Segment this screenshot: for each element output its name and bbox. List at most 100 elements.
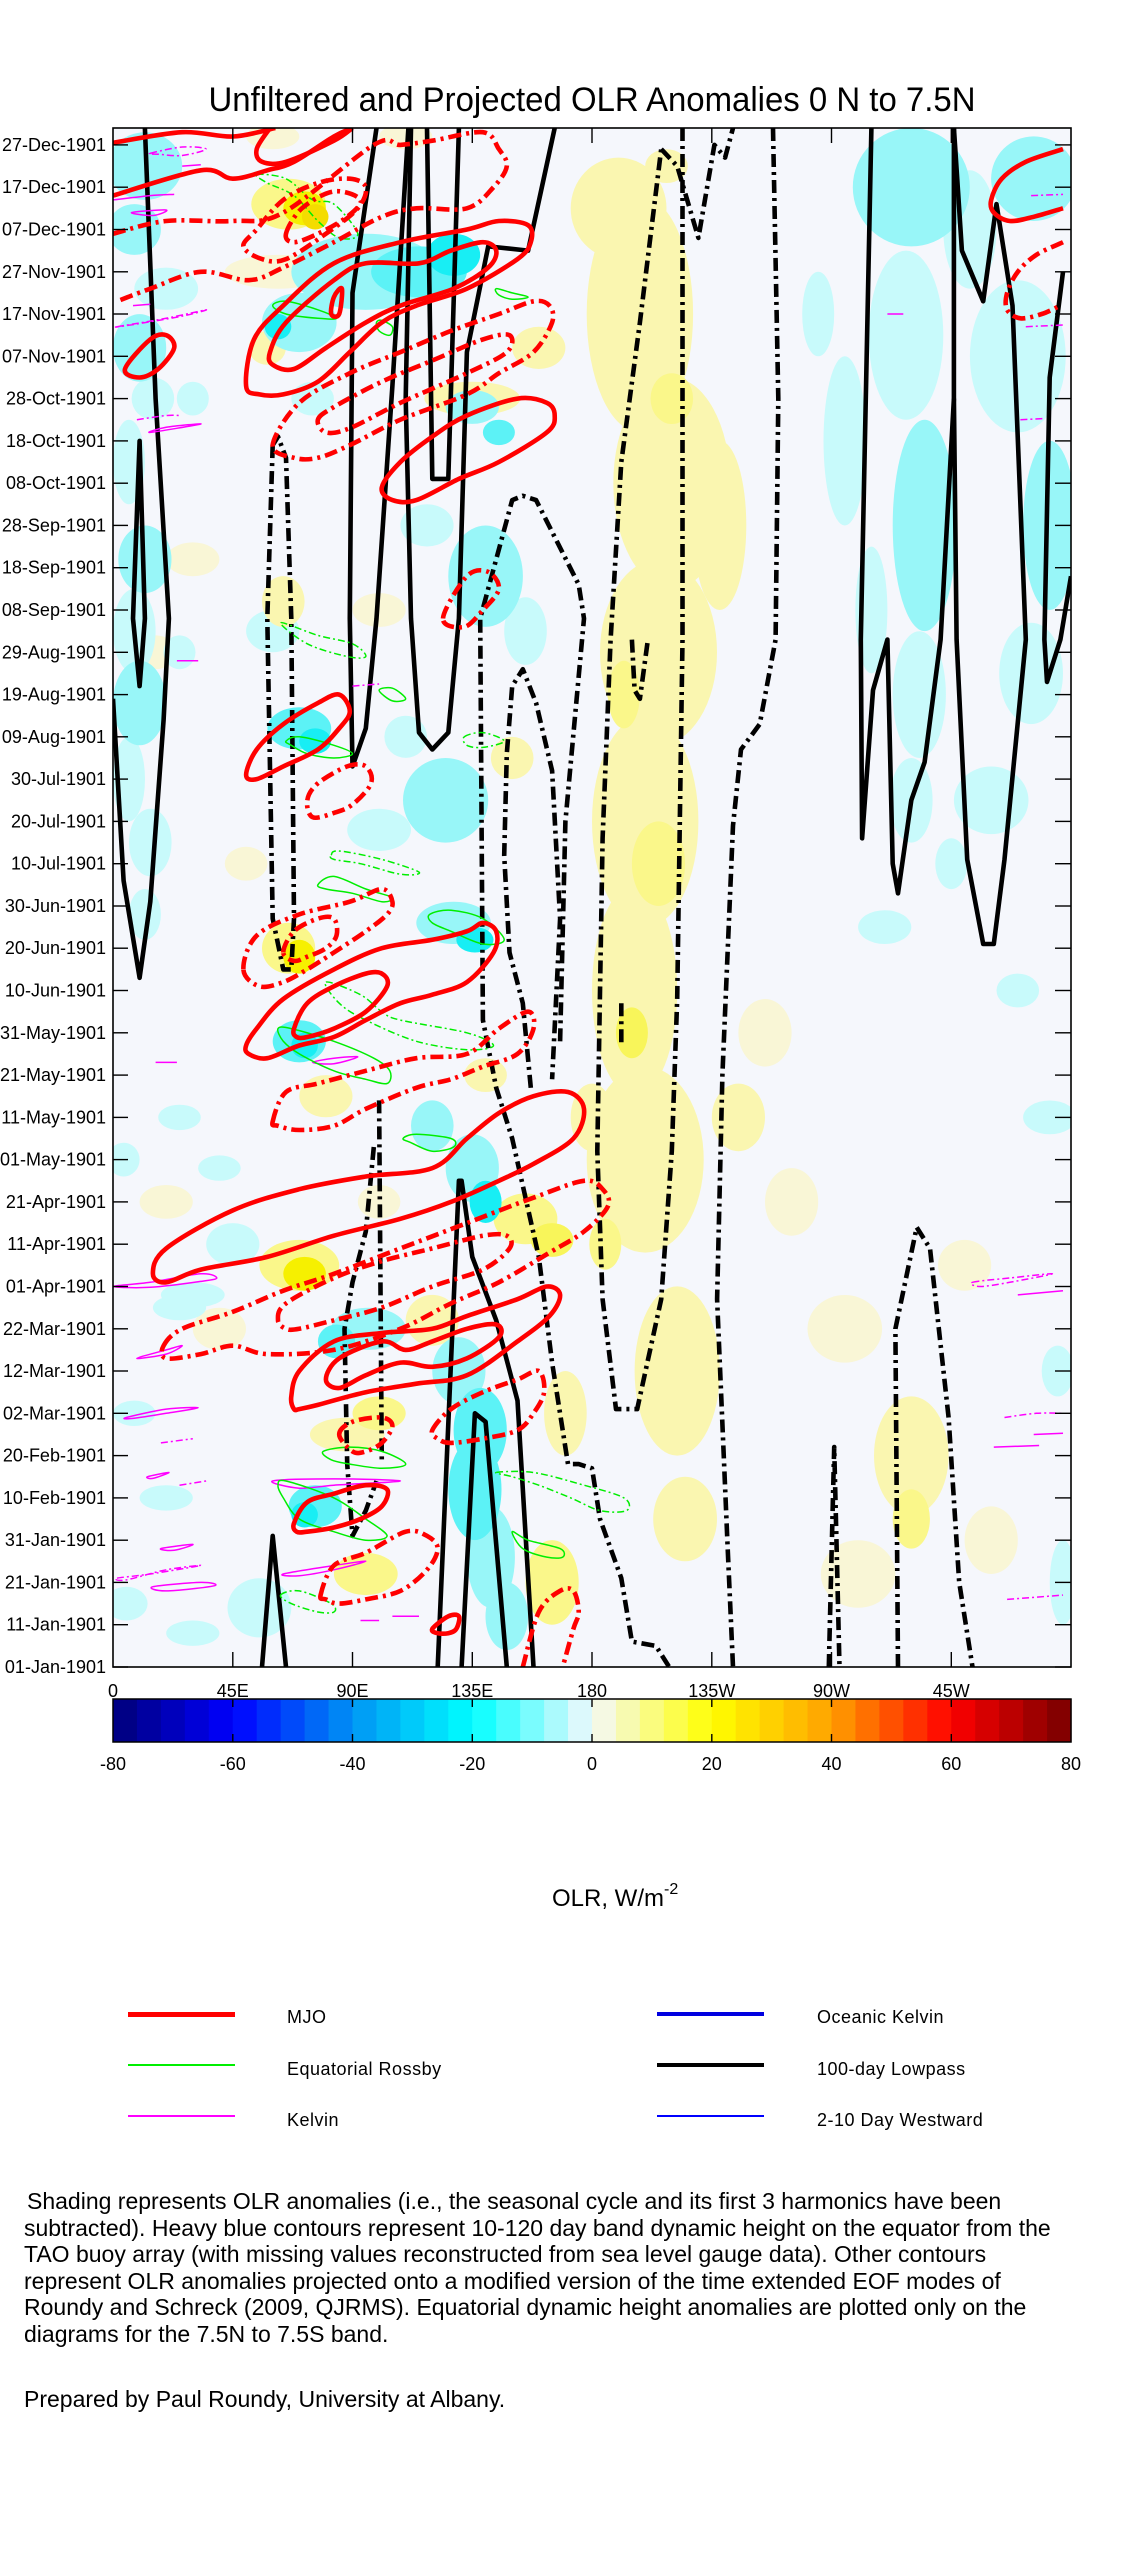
lowpass-contour [459, 1411, 510, 1667]
colorbar-bin [759, 1699, 785, 1742]
olr-shading-cell [403, 758, 489, 843]
olr-shading-cell [738, 999, 792, 1067]
olr-shading-cell [448, 525, 523, 627]
kelvin-contour [352, 683, 380, 687]
olr-shading-cell [490, 736, 534, 780]
olr-shading-cell [352, 1396, 406, 1431]
y-tick-label: 21-Jan-1901 [5, 1572, 106, 1592]
kelvin-contour [1025, 324, 1064, 328]
olr-shading-cell [113, 660, 167, 746]
y-tick-label: 02-Mar-1901 [3, 1403, 106, 1423]
colorbar-bin [855, 1699, 880, 1742]
y-tick-label: 11-May-1901 [1, 1107, 106, 1127]
colorbar-bin [903, 1699, 928, 1742]
lowpass-contour [595, 128, 685, 1412]
lowpass-contour [259, 1533, 289, 1667]
x-tick-label: 135W [688, 1681, 735, 1701]
olr-shading-cell [969, 280, 1066, 433]
colorbar-bin [568, 1699, 593, 1742]
x-tick-label: 0 [108, 1681, 118, 1701]
kelvin-contour [113, 193, 175, 201]
mjo-contour-group [113, 128, 1064, 1667]
kelvin-contour [1031, 193, 1064, 197]
caption-line: TAO buoy array (with missing values reco… [24, 2241, 987, 2268]
olr-shading-cell [160, 1282, 225, 1308]
colorbar-label-text: OLR, W/m [552, 1885, 664, 1912]
caption-line: diagrams for the 7.5N to 7.5S band. [24, 2320, 389, 2347]
colorbar-bin [999, 1699, 1024, 1742]
kelvin-contour-group [113, 146, 1064, 1622]
kelvin-contour [271, 1478, 402, 1490]
caption-line: Roundy and Schreck (2009, QJRMS). Equato… [24, 2294, 1027, 2321]
er-contour [321, 1446, 407, 1470]
kelvin-contour [148, 146, 207, 157]
y-axis-labels: 01-Jan-1901 11-Jan-1901 21-Jan-1901 31-Jan-… [0, 135, 106, 1677]
olr-shading-cell [464, 1058, 507, 1092]
colorbar-bin [496, 1699, 521, 1742]
er-contour [494, 1470, 631, 1513]
olr-shading-layer [113, 128, 1071, 1651]
colorbar-bin [304, 1699, 330, 1742]
lowpass-contour [477, 493, 672, 1667]
mjo-contour [988, 146, 1064, 224]
mjo-contour [291, 969, 391, 1041]
colorbar-bin [735, 1699, 761, 1742]
olr-shading-cell [129, 808, 172, 877]
mjo-contour [323, 1321, 504, 1391]
olr-shading-cell [530, 1223, 574, 1257]
legend-line-mjo [128, 2012, 235, 2017]
olr-shading-cell [301, 204, 329, 230]
olr-shading-cell [592, 884, 678, 1097]
olr-shading-cell [445, 390, 499, 424]
olr-shading-cell [653, 1476, 717, 1562]
kelvin-contour [114, 309, 208, 328]
colorbar-bin [184, 1699, 210, 1742]
colorbar-bin [879, 1699, 904, 1742]
mjo-contour [241, 176, 369, 264]
colorbar-label: OLR, W/m-2 [552, 1879, 678, 1913]
olr-shading-cell [586, 1066, 704, 1253]
olr-shading-cell [113, 1586, 148, 1621]
colorbar-bin [280, 1699, 306, 1742]
olr-shading-cell [206, 1223, 260, 1266]
kelvin-contour [182, 164, 201, 167]
x-tick-label: 90E [336, 1681, 368, 1701]
mjo-contour [288, 1284, 563, 1413]
y-tick-label: 17-Dec-1901 [2, 177, 106, 197]
mjo-contour [243, 218, 535, 399]
caption-line: Shading represents OLR anomalies (i.e., … [27, 2188, 1002, 2214]
er-contour [462, 731, 505, 749]
er-contour [511, 1530, 566, 1559]
colorbar-tick-label: 60 [941, 1754, 961, 1774]
colorbar-bin [615, 1699, 641, 1742]
olr-shading-cell [807, 1295, 883, 1363]
x-tick-label: 45E [217, 1681, 249, 1701]
y-tick-label: 19-Aug-1901 [2, 685, 106, 705]
lowpass-contour [951, 128, 1029, 947]
y-tick-label: 11-Jan-1901 [6, 1615, 106, 1635]
legend-line-oceanic-kelvin [657, 2012, 764, 2016]
mjo-contour [275, 1231, 514, 1333]
kelvin-contour [1033, 1432, 1064, 1436]
x-tick-label: 45W [933, 1681, 970, 1701]
mjo-contour [328, 285, 345, 319]
y-tick-label: 10-Jun-1901 [5, 981, 106, 1001]
kelvin-contour [1007, 1594, 1064, 1601]
colorbar-bin [376, 1699, 401, 1742]
olr-shading-cell [589, 1218, 622, 1270]
colorbar-bin [352, 1699, 378, 1742]
y-tick-label: 21-Apr-1901 [6, 1192, 106, 1212]
legend-label-oceanic-kelvin: Oceanic Kelvin [817, 2007, 945, 2027]
olr-shading-cell [711, 1083, 766, 1152]
olr-shading-cell [482, 419, 515, 446]
kelvin-contour [114, 1564, 202, 1582]
y-tick-label: 28-Sep-1901 [2, 515, 106, 535]
colorbar-bin [256, 1699, 282, 1742]
olr-shading-cell [158, 1104, 201, 1131]
mjo-contour [315, 332, 515, 436]
colorbar-tick-label: -60 [220, 1754, 246, 1774]
kelvin-contour [136, 1344, 183, 1360]
kelvin-contour [160, 1437, 193, 1444]
mjo-contour [253, 128, 354, 167]
